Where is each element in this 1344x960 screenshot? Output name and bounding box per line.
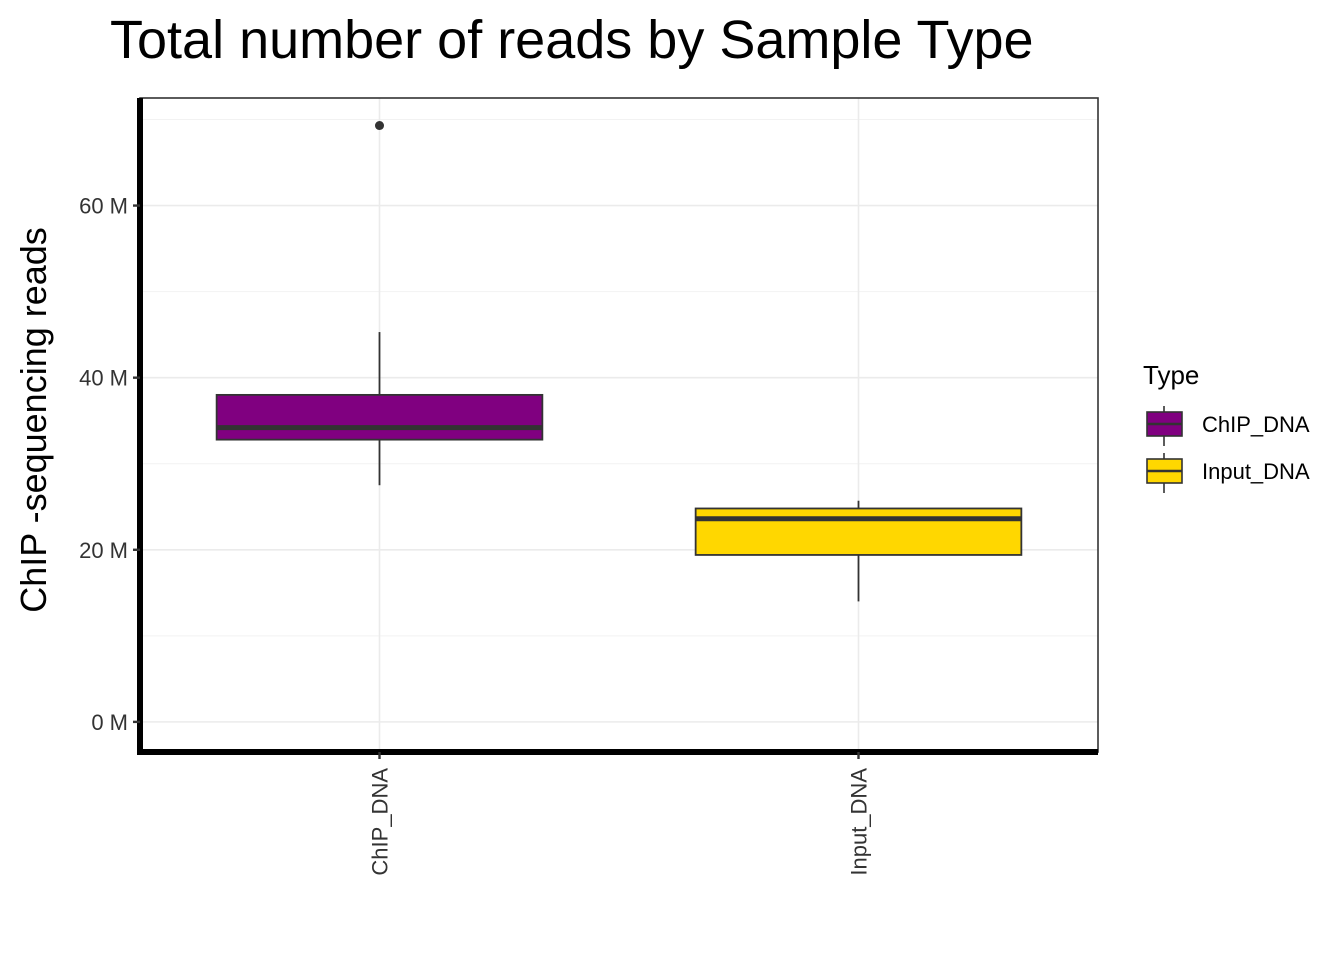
y-tick-label: 0 M (91, 710, 128, 735)
iqr-box (215, 393, 544, 441)
boxplot-layer (215, 121, 1023, 602)
x-tick-label: Input_DNA (847, 768, 872, 876)
x-axis-ticks: ChIP_DNA Input_DNA (368, 752, 872, 876)
outlier-point (375, 121, 384, 131)
iqr-box (694, 507, 1023, 556)
box-input-dna (694, 500, 1023, 602)
legend-entry-input-dna: Input_DNA (1146, 453, 1310, 493)
legend-label: ChIP_DNA (1202, 412, 1310, 437)
legend-label: Input_DNA (1202, 459, 1310, 484)
legend-title: Type (1143, 360, 1199, 390)
chart-title: Total number of reads by Sample Type (110, 10, 1034, 70)
legend-entry-chip-dna: ChIP_DNA (1146, 406, 1310, 446)
legend: Type ChIP_DNA Input_DNA (1143, 360, 1310, 493)
box-chip-dna (215, 121, 544, 486)
x-tick-label: ChIP_DNA (368, 768, 393, 876)
axes (137, 98, 1098, 755)
y-axis-ticks: 0 M 20 M 40 M 60 M (79, 194, 140, 735)
y-tick-label: 20 M (79, 538, 128, 563)
y-axis-label: ChIP -sequencing reads (13, 227, 54, 613)
y-tick-label: 40 M (79, 366, 128, 391)
y-tick-label: 60 M (79, 194, 128, 219)
